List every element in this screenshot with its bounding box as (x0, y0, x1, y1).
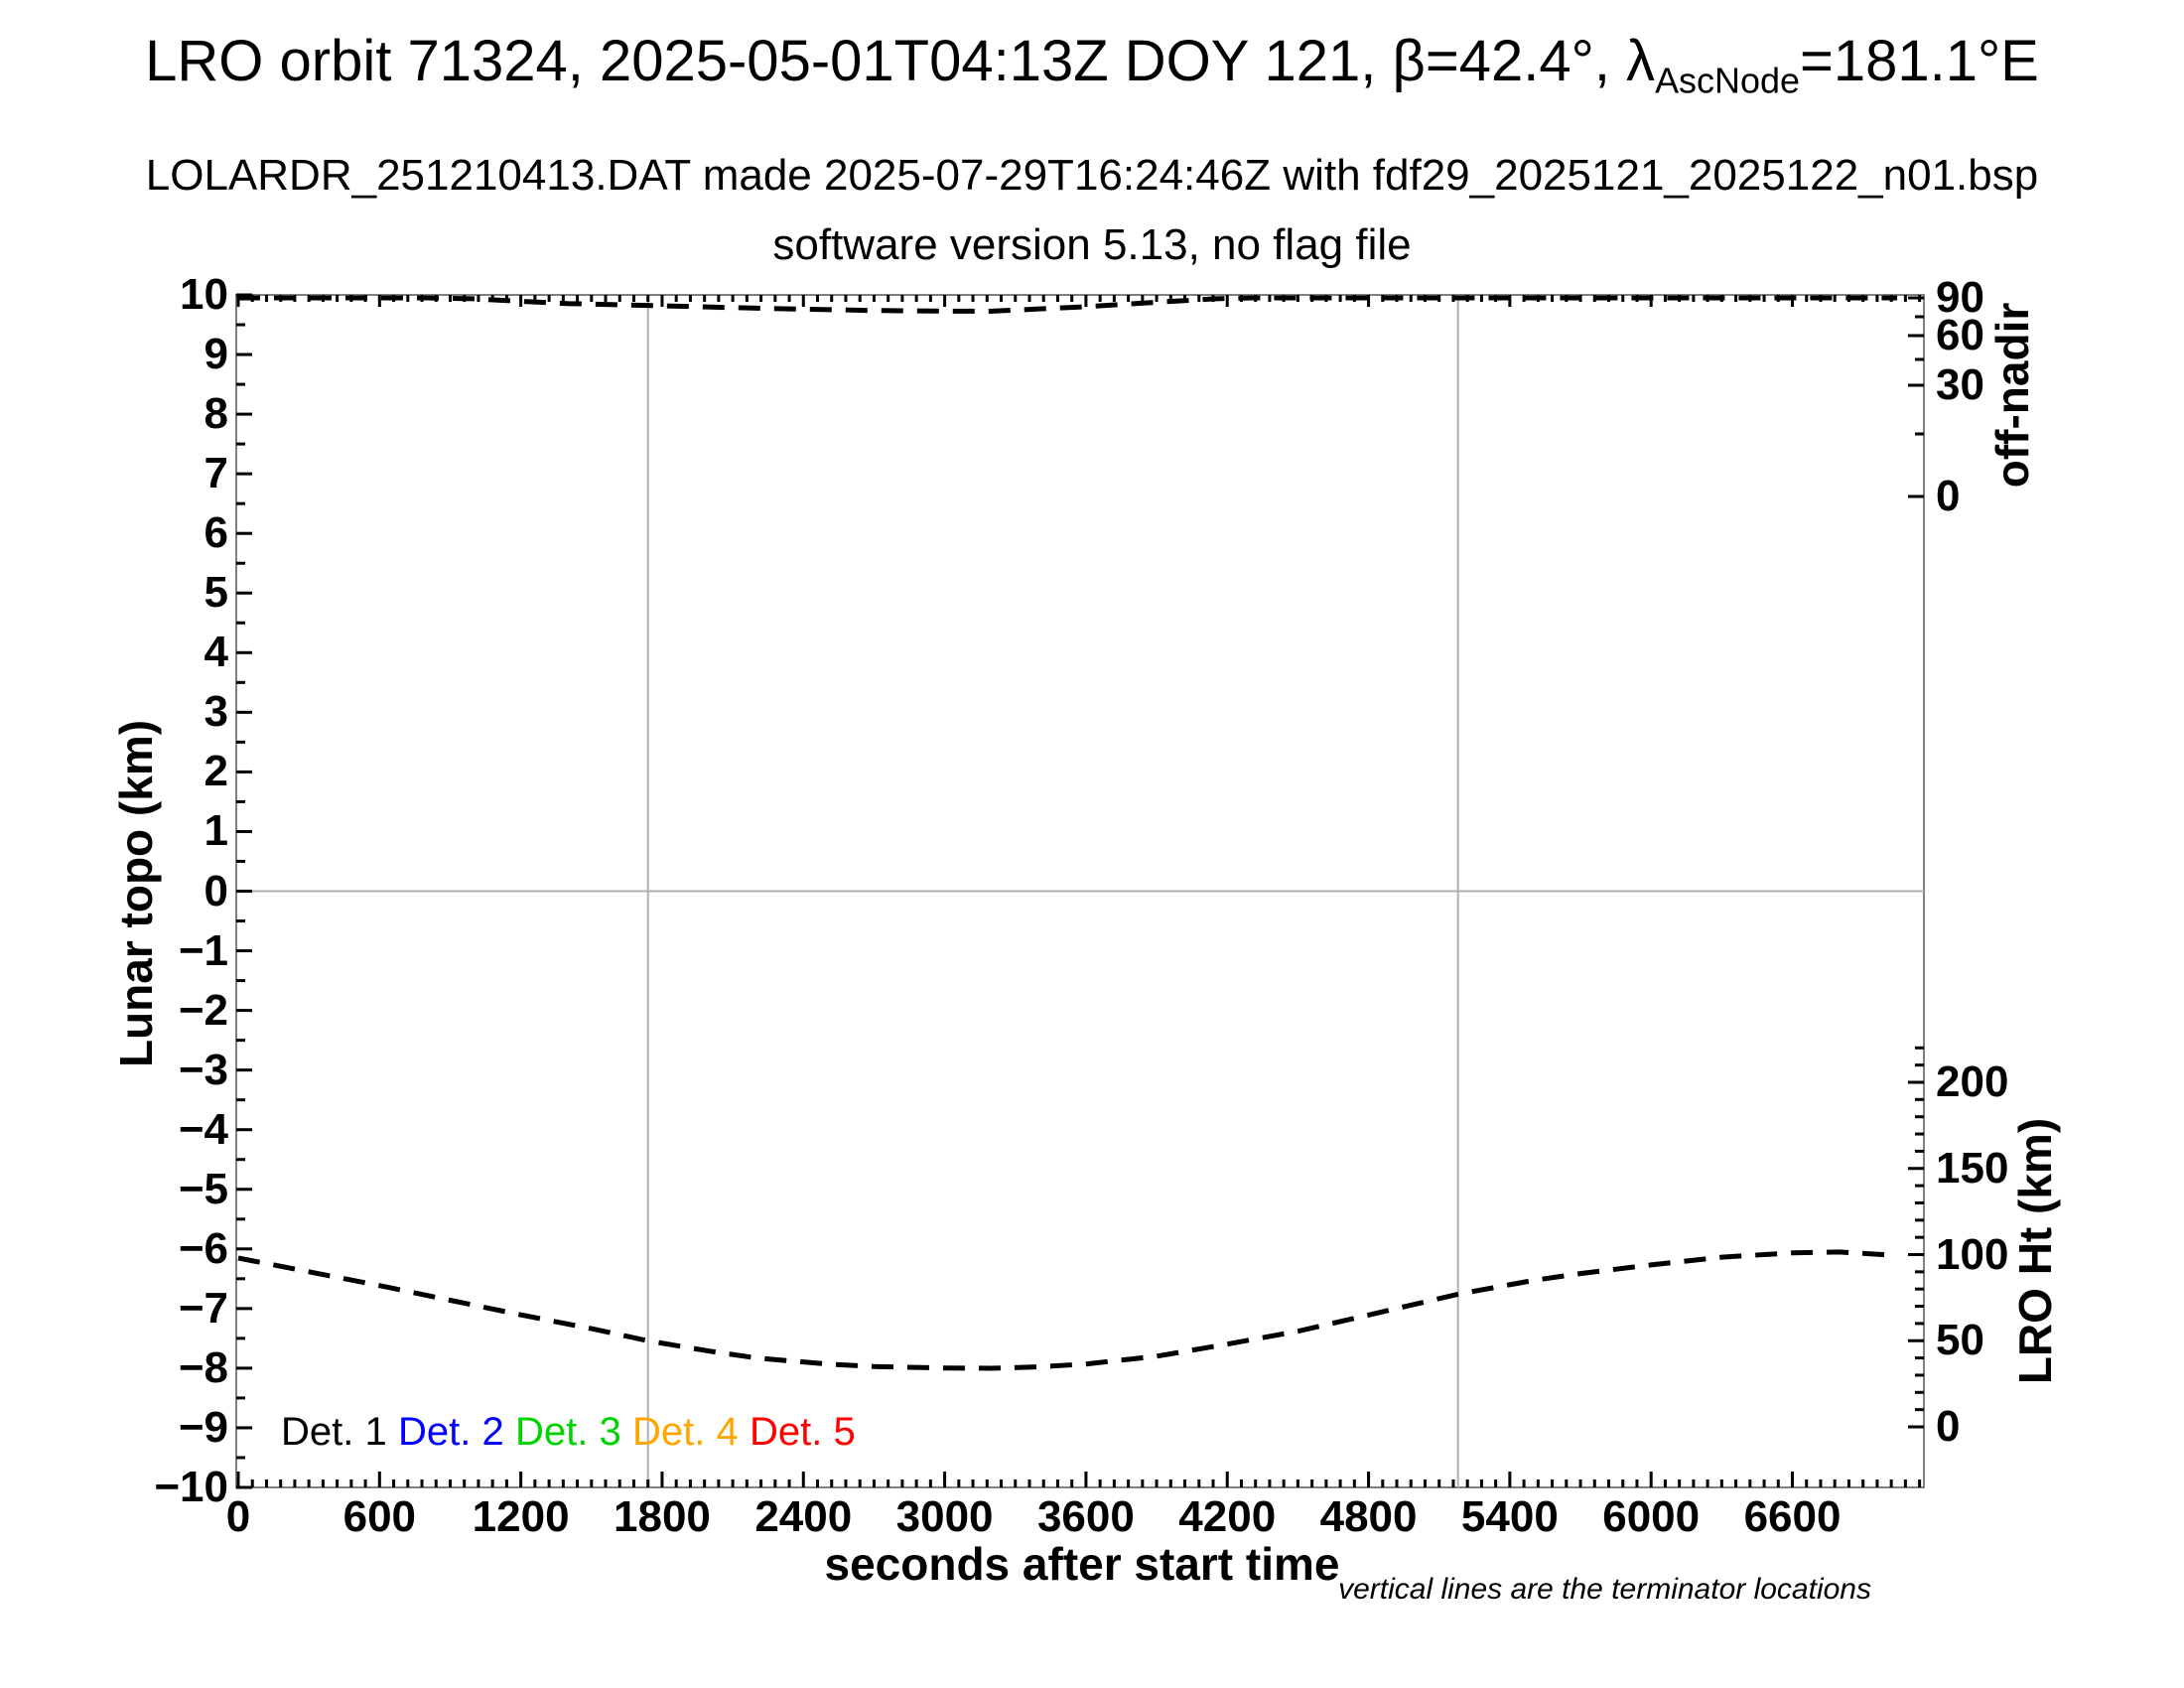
y-left-tick-label: 2 (204, 747, 228, 796)
y-left-tick-label: 9 (204, 330, 228, 379)
y-left-tick-label: 6 (204, 508, 228, 558)
y-left-tick-label: −9 (178, 1402, 228, 1452)
x-axis-title: seconds after start time (824, 1538, 1340, 1590)
y-left-tick-label: −2 (178, 985, 228, 1035)
subtitle-filename: LOLARDR_251210413.DAT made 2025-07-29T16… (145, 151, 2039, 200)
x-tick-label: 600 (342, 1492, 417, 1541)
lro-ht-tick-label: 200 (1936, 1057, 2009, 1106)
x-tick-label: 6000 (1602, 1492, 1701, 1541)
x-tick-label: 3600 (1036, 1492, 1135, 1541)
x-tick-label: 4800 (1319, 1492, 1418, 1541)
y-left-tick-label: 4 (204, 628, 228, 677)
y-left-tick-label: 7 (204, 449, 228, 498)
y-left-tick-label: −8 (178, 1342, 228, 1392)
off-nadir-tick-label: 60 (1936, 311, 1984, 359)
lro-ht-tick-label: 100 (1936, 1229, 2009, 1279)
y-right-top-axis-title: off-nadir (1986, 302, 2038, 489)
legend-item-det-2: Det. 2 (398, 1410, 504, 1454)
lro-height-curve (237, 1249, 1898, 1371)
x-tick-label: 0 (225, 1492, 251, 1541)
legend-item-det-3: Det. 3 (515, 1410, 621, 1454)
x-tick-label: 3000 (895, 1492, 994, 1541)
legend-item-det-1: Det. 1 (281, 1410, 387, 1454)
y-left-tick-label: 3 (204, 687, 228, 737)
y-right-bottom-axis-title: LRO Ht (km) (2009, 1117, 2061, 1385)
title-suffix: =181.1°E (1799, 29, 2039, 93)
x-tick-label: 5400 (1460, 1492, 1559, 1541)
y-left-tick-label: −5 (178, 1164, 228, 1213)
legend-item-det-4: Det. 4 (632, 1410, 739, 1454)
y-left-tick-label: 10 (180, 270, 228, 319)
off-nadir-tick-label: 0 (1936, 472, 1961, 520)
y-left-tick-label: 5 (204, 568, 228, 618)
off-nadir-tick-label: 30 (1936, 360, 1984, 409)
x-tick-label: 1800 (614, 1492, 711, 1541)
y-left-tick-label: −3 (178, 1045, 228, 1094)
y-left-tick-label: −10 (154, 1463, 228, 1511)
x-tick-label: 1200 (472, 1492, 570, 1541)
y-left-tick-label: 0 (204, 866, 228, 915)
x-tick-label: 6600 (1743, 1492, 1842, 1541)
legend-item-det-5: Det. 5 (750, 1410, 856, 1454)
lro-ht-tick-label: 0 (1936, 1402, 1961, 1451)
lro-ht-tick-label: 50 (1936, 1316, 1984, 1365)
y-left-tick-label: −4 (178, 1104, 228, 1154)
page-title: LRO orbit 71324, 2025-05-01T04:13Z DOY 1… (0, 28, 2184, 102)
y-left-tick-label: −1 (178, 925, 228, 975)
off-nadir-tick-label: 90 (1936, 273, 1984, 322)
off-nadir-curve (238, 295, 1898, 314)
lro-ht-tick-label: 150 (1936, 1143, 2009, 1193)
x-tick-label: 2400 (754, 1492, 853, 1541)
y-left-tick-label: 1 (204, 806, 228, 856)
subtitle-software: software version 5.13, no flag file (772, 220, 1412, 269)
title-prefix: LRO orbit 71324, 2025-05-01T04:13Z DOY 1… (145, 29, 1656, 93)
y-left-tick-label: −6 (178, 1223, 228, 1273)
x-tick-label: 4200 (1178, 1492, 1277, 1541)
y-left-tick-label: 8 (204, 389, 228, 439)
title-subscript: AscNode (1655, 60, 1800, 101)
y-left-tick-label: −7 (178, 1283, 228, 1333)
terminator-note: vertical lines are the terminator locati… (1338, 1573, 1871, 1606)
